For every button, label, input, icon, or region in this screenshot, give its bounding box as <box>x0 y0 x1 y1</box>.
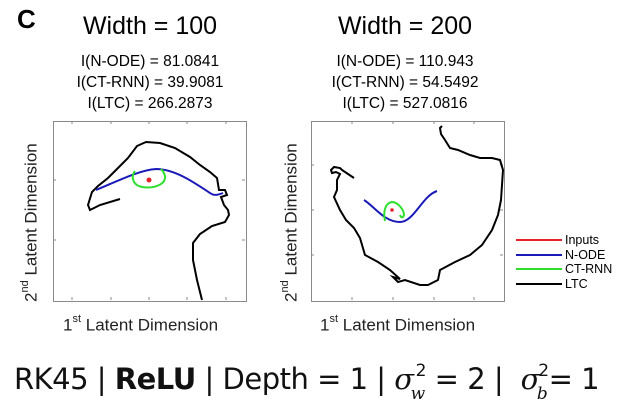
plot-2-metric-ctrnn: I(CT-RNN) = 54.5492 <box>331 74 479 91</box>
panel-label: C <box>17 4 36 34</box>
plot-2-ctrnn-curve <box>383 200 406 222</box>
legend-item-ltc: LTC <box>516 277 612 292</box>
config-caption: RK45 | ReLU | Depth = 1 | σw2 = 2 | σb2=… <box>14 361 600 404</box>
legend-item-ctrnn: CT-RNN <box>516 262 612 277</box>
plot-1-axes <box>53 121 247 302</box>
plot-2-axes <box>311 121 505 302</box>
legend-swatch-ltc <box>516 282 562 285</box>
plot-2-xlabel: 1st Latent Dimension <box>320 313 476 335</box>
plot-1-node-curve <box>95 167 224 196</box>
plot-2-input-point <box>390 208 394 212</box>
plot-2-metric-ltc: I(LTC) = 527.0816 <box>342 95 468 112</box>
legend: Inputs N-ODE CT-RNN LTC <box>516 233 612 291</box>
plot-2-ltc-curve <box>329 125 505 286</box>
plot-2-ylabel: 2nd Latent Dimension <box>279 143 301 302</box>
depth-label: Depth = 1 <box>222 362 369 396</box>
solver-label: RK45 <box>14 362 89 396</box>
legend-swatch-ctrnn <box>516 268 562 271</box>
sigma-w-label: σw2 = 2 <box>394 361 486 404</box>
plot-1-xlabel: 1st Latent Dimension <box>63 313 219 335</box>
legend-swatch-inputs <box>516 239 562 242</box>
plot-2-ticks <box>311 121 503 300</box>
plot-1-input-point <box>146 177 152 183</box>
plot-1-title: Width = 100 <box>82 12 218 40</box>
plot-1-ltc-curve <box>86 140 231 301</box>
plot-1-metric-ctrnn: I(CT-RNN) = 39.9081 <box>76 74 224 91</box>
legend-item-inputs: Inputs <box>516 233 612 248</box>
plot-2-node-curve <box>363 190 438 224</box>
plot-1-ticks <box>53 121 245 300</box>
sigma-b-label: σb2= 1 <box>520 361 600 404</box>
legend-swatch-node <box>516 253 562 256</box>
plot-1-ctrnn-curve <box>131 168 167 189</box>
plot-1-metric-ltc: I(LTC) = 266.2873 <box>87 95 213 112</box>
activation-label: ReLU <box>114 362 197 396</box>
plot-1-metric-node: I(N-ODE) = 81.0841 <box>80 53 220 70</box>
plot-1-ylabel: 2nd Latent Dimension <box>19 143 41 302</box>
plot-2-metric-node: I(N-ODE) = 110.943 <box>336 53 474 70</box>
legend-item-node: N-ODE <box>516 248 612 263</box>
plot-2-title: Width = 200 <box>337 12 473 40</box>
